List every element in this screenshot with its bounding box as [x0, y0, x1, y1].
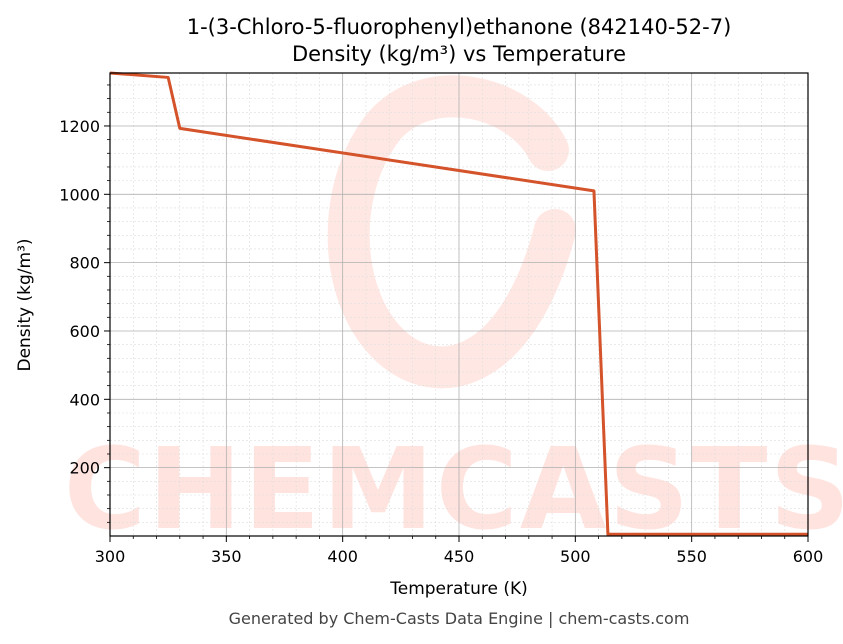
y-tick-label: 800	[69, 254, 100, 273]
x-axis: 300 350 400 450 500 550 600	[95, 536, 824, 566]
density-series-line	[109, 71, 808, 536]
x-tick-label: 300	[95, 547, 126, 566]
chart-subtitle: Density (kg/m³) vs Temperature	[292, 42, 626, 66]
x-tick-label: 450	[444, 547, 475, 566]
x-tick-label: 500	[560, 547, 591, 566]
x-axis-label: Temperature (K)	[389, 579, 528, 599]
chart-title: 1-(3-Chloro-5-fluorophenyl)ethanone (842…	[187, 15, 732, 39]
y-tick-label: 1000	[59, 185, 100, 204]
y-tick-label: 1200	[59, 117, 100, 136]
y-axis-label: Density (kg/m³)	[15, 238, 35, 371]
footer-credit: Generated by Chem-Casts Data Engine | ch…	[229, 609, 690, 628]
x-tick-label: 550	[676, 547, 707, 566]
y-tick-label: 600	[69, 322, 100, 341]
x-tick-label: 400	[327, 547, 358, 566]
y-tick-label: 200	[69, 459, 100, 478]
watermark: CHEMCASTS	[64, 75, 843, 555]
x-tick-label: 600	[793, 547, 824, 566]
y-axis: 200 400 600 800 1000 1200	[59, 84, 110, 523]
x-tick-label: 350	[211, 547, 242, 566]
watermark-logo-arc	[327, 75, 576, 389]
y-tick-label: 400	[69, 390, 100, 409]
